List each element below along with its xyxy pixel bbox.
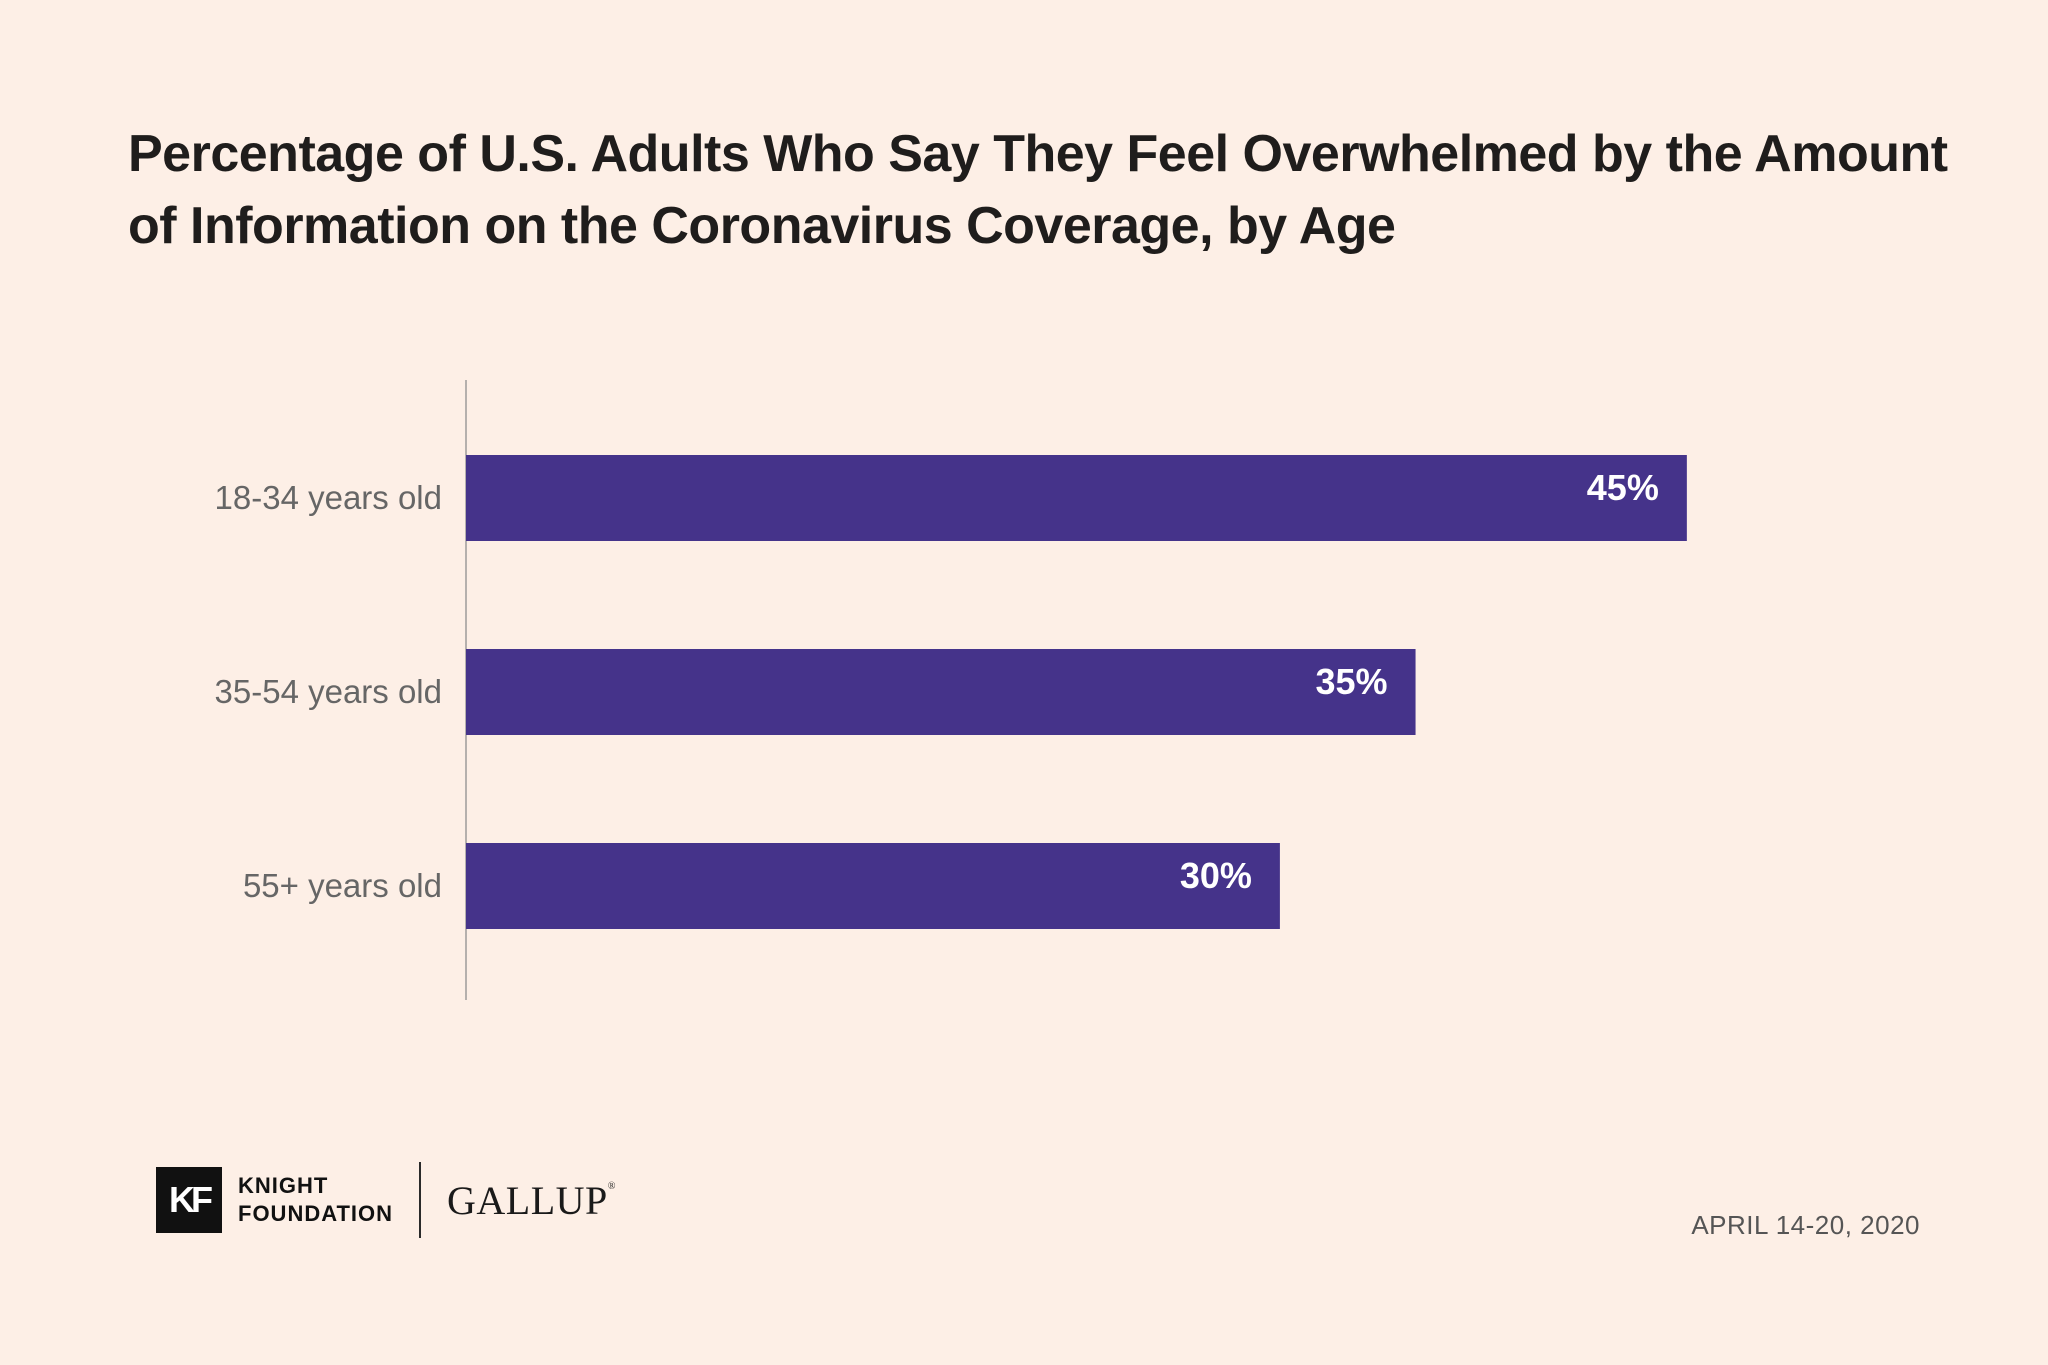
chart-title: Percentage of U.S. Adults Who Say They F…	[128, 125, 1948, 255]
data-label: 35%	[1315, 661, 1387, 702]
category-label: 35-54 years old	[215, 673, 442, 710]
kf-wordmark-line2: FOUNDATION	[238, 1201, 394, 1226]
bar	[466, 843, 1280, 929]
category-label: 55+ years old	[243, 867, 442, 904]
kf-wordmark-line1: KNIGHT	[238, 1173, 329, 1198]
knight-foundation-logo-icon: KF	[156, 1167, 222, 1233]
gallup-wordmark: GALLUP	[447, 1177, 608, 1223]
data-label: 45%	[1587, 467, 1659, 508]
registered-mark: ®	[607, 1180, 616, 1192]
bar	[466, 455, 1687, 541]
survey-date: APRIL 14-20, 2020	[1691, 1210, 1920, 1240]
gallup-logo: GALLUP®	[447, 1177, 616, 1224]
bar	[466, 649, 1416, 735]
footer-logos: KF KNIGHT FOUNDATION GALLUP®	[156, 1160, 616, 1240]
knight-foundation-wordmark: KNIGHT FOUNDATION	[238, 1172, 393, 1228]
logo-divider	[419, 1162, 422, 1238]
category-label: 18-34 years old	[215, 479, 442, 516]
data-label: 30%	[1180, 855, 1252, 896]
